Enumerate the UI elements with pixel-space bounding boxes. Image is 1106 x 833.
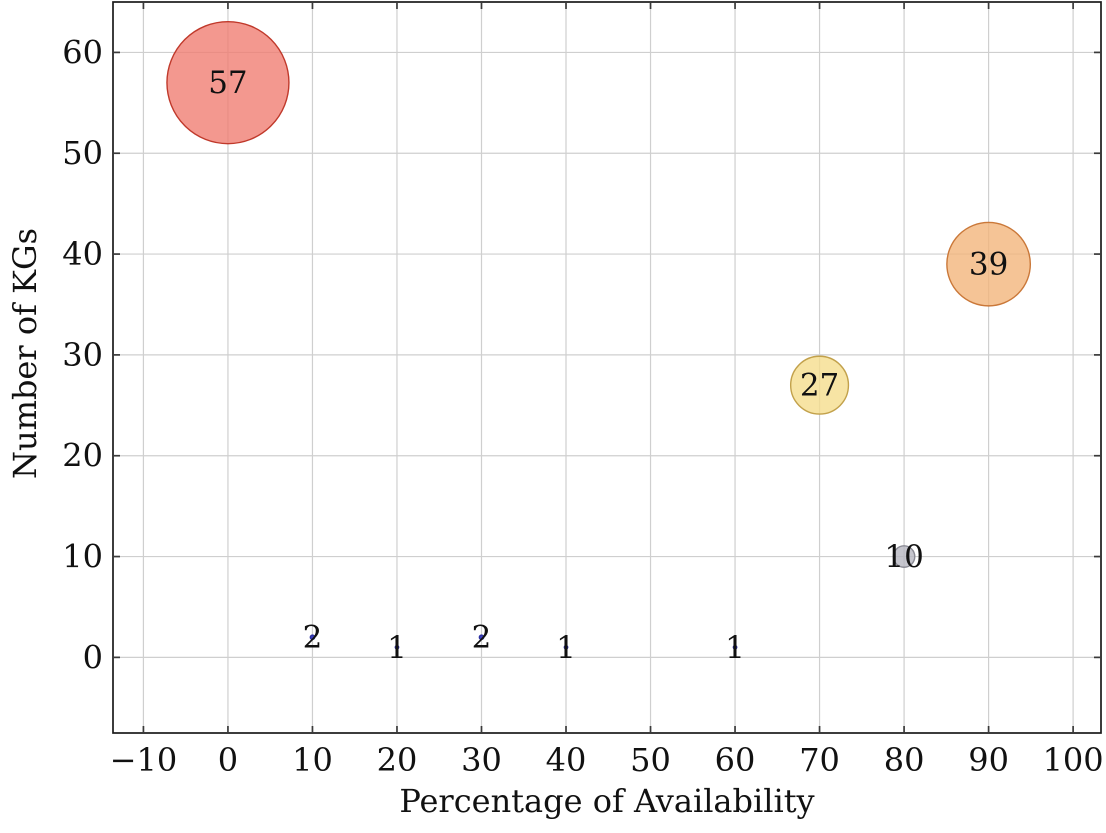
y-tick-label: 40 <box>62 235 103 273</box>
bubble <box>732 644 738 650</box>
y-tick-label: 0 <box>83 638 103 676</box>
grid-group <box>113 2 1101 733</box>
bubble <box>946 221 1032 307</box>
bubble <box>789 355 850 415</box>
bubble-label: 1 <box>387 630 407 666</box>
bubble <box>394 644 400 650</box>
x-tick-label: 10 <box>292 741 333 779</box>
x-tick-label: 60 <box>715 741 756 779</box>
bubble-label: 1 <box>556 630 576 666</box>
x-tick-label: 50 <box>630 741 671 779</box>
y-tick-label: 30 <box>62 336 103 374</box>
bubble-label: 10 <box>884 539 923 575</box>
x-tick-label: 0 <box>218 741 238 779</box>
bubble-label: 1 <box>725 630 745 666</box>
bubble-label: 39 <box>969 247 1008 283</box>
bubble-label: 27 <box>800 368 839 404</box>
x-tick-label: 100 <box>1043 741 1104 779</box>
y-axis-title: Number of KGs <box>6 228 44 479</box>
bubbles-group <box>166 20 1032 650</box>
x-tick-label: 80 <box>884 741 925 779</box>
bubble <box>478 634 485 641</box>
x-axis-title: Percentage of Availability <box>399 782 814 820</box>
x-tick-label: −10 <box>110 741 178 779</box>
x-tick-label: 70 <box>799 741 840 779</box>
y-tick-label: 50 <box>62 134 103 172</box>
bubble-label: 2 <box>472 620 492 656</box>
bubble <box>166 20 290 145</box>
bubble-labels-group: 57 39 27 10 2 1 2 1 1 <box>208 65 1008 666</box>
bubble-label: 57 <box>208 65 247 101</box>
y-tick-label: 10 <box>62 538 103 576</box>
x-tick-label: 30 <box>461 741 502 779</box>
y-tick-label: 60 <box>62 33 103 71</box>
bubble <box>563 644 569 650</box>
x-tick-label: 40 <box>546 741 587 779</box>
bubble-label: 2 <box>303 620 323 656</box>
plot-frame <box>112 1 1102 734</box>
x-tick-label: 90 <box>968 741 1009 779</box>
bubble <box>892 545 916 568</box>
y-tick-label: 20 <box>62 437 103 475</box>
x-tick-label: 20 <box>377 741 418 779</box>
bubble <box>309 634 316 641</box>
ticks-group <box>113 2 1101 733</box>
